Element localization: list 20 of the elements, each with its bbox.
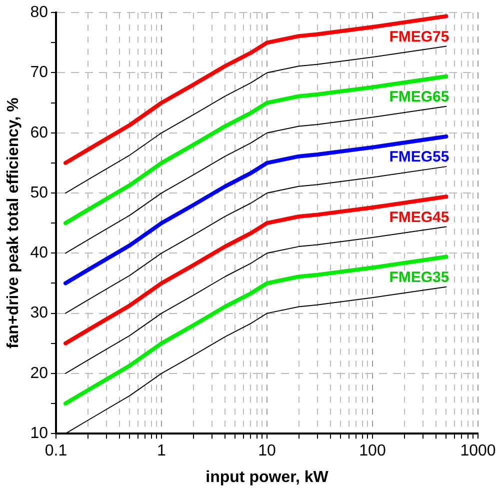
- y-tick-label: 50: [30, 184, 48, 202]
- series-label: FMEG75: [389, 28, 450, 46]
- series-label: FMEG35: [389, 268, 450, 286]
- x-axis-title: input power, kW: [206, 468, 330, 486]
- y-tick-label: 10: [30, 425, 48, 442]
- y-tick-label: 60: [30, 124, 48, 142]
- y-tick-label: 20: [30, 364, 48, 382]
- series-label: FMEG45: [389, 208, 450, 226]
- x-tick-label: 1: [157, 442, 166, 460]
- y-tick-label: 70: [30, 64, 48, 82]
- series-label: FMEG65: [389, 88, 450, 106]
- x-tick-label: 100: [359, 442, 386, 460]
- y-tick-label: 80: [30, 4, 48, 22]
- x-tick-label: 0.1: [44, 442, 68, 460]
- y-axis-title: fan+drive peak total efficiency, %: [5, 98, 22, 349]
- series-label: FMEG55: [389, 148, 450, 166]
- y-tick-label: 30: [30, 304, 48, 322]
- y-tick-label: 40: [30, 244, 48, 262]
- x-tick-label: 1000: [460, 442, 496, 460]
- x-tick-label: 10: [258, 442, 276, 460]
